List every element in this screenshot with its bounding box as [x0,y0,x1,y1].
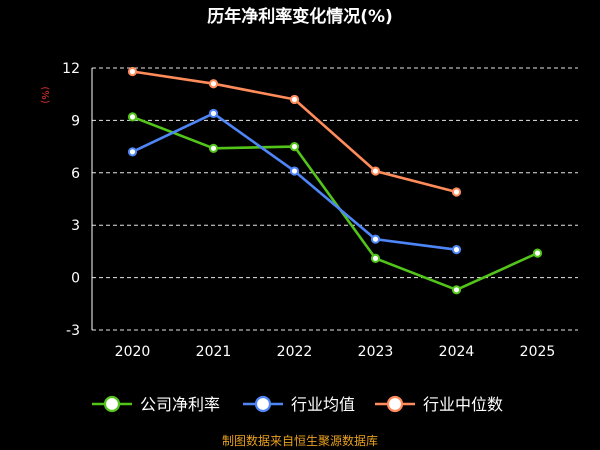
x-tick-label: 2024 [439,344,475,360]
axes: 12 9 6 3 0 -3 2020 2021 2022 2023 2024 2025 [62,61,555,360]
data-point [370,253,381,263]
legend-item[interactable]: 公司净利率 [92,395,220,414]
legend-label: 行业中位数 [423,395,503,414]
data-point [208,79,219,89]
x-tick-label: 2023 [358,344,394,360]
x-tick-label: 2025 [520,344,556,360]
series-line [132,115,539,292]
data-point [127,112,138,122]
x-tick-label: 2021 [196,344,232,360]
series-2 [127,66,462,197]
y-tick-label: 9 [71,113,80,129]
legend-item[interactable]: 行业均值 [243,395,355,414]
data-point [451,187,462,197]
grid [92,67,578,331]
y-tick-label: -3 [66,323,80,339]
series-group [127,66,543,295]
y-tick-label: 6 [71,166,80,182]
data-point [289,142,300,152]
legend-marker [254,395,272,413]
data-point [208,108,219,119]
data-point [532,248,543,258]
y-tick-label: 12 [62,61,80,77]
series-0 [127,112,543,295]
data-point [289,166,300,176]
chart-title: 历年净利率变化情况(%) [207,6,393,27]
data-point [370,234,381,244]
y-tick-label: 3 [71,218,80,234]
data-point [451,245,462,255]
legend-item[interactable]: 行业中位数 [375,395,503,414]
legend-marker [103,395,121,413]
y-tick-label: 0 [71,271,80,287]
data-source-note: 制图数据来自恒生聚源数据库 [221,434,378,448]
series-1 [127,108,462,255]
data-point [451,285,462,295]
series-line [131,112,457,251]
x-tick-label: 2020 [115,344,151,360]
data-point [127,147,138,157]
data-point [289,94,300,105]
legend-marker [386,395,404,413]
y-axis-label: (%) [39,86,50,103]
legend-label: 行业均值 [291,395,355,414]
x-tick-label: 2022 [277,344,313,360]
legend[interactable]: 公司净利率 行业均值 行业中位数 [92,395,503,414]
data-point [370,166,381,176]
data-point [208,143,219,153]
legend-label: 公司净利率 [140,395,220,414]
data-point [127,66,138,77]
